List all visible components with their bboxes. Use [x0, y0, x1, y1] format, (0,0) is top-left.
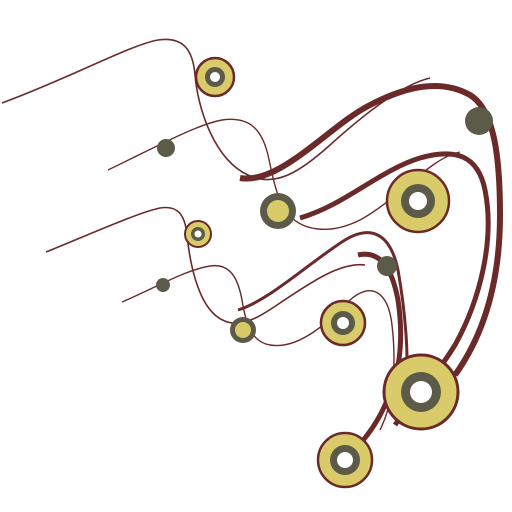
curve-upper-long	[1, 38, 431, 181]
curve-lower-extra	[237, 231, 409, 396]
curve-lower-long	[45, 206, 366, 325]
curve-lower-mid	[121, 264, 395, 431]
ring-small-upper	[194, 56, 236, 98]
dot-lower-left	[156, 278, 170, 292]
ring-small-left-middle	[184, 220, 212, 248]
dot-right-top	[465, 107, 493, 135]
curve-thick-top	[239, 82, 504, 377]
nodes	[156, 56, 493, 489]
dot-upper	[157, 139, 175, 157]
ring-medium-lower	[319, 299, 367, 347]
ring-large-upper-right	[385, 168, 451, 234]
ring-bottom	[316, 431, 374, 489]
ring-center-lower	[230, 317, 256, 343]
lower-curve-group	[45, 206, 409, 431]
ring-large-lower-right	[382, 353, 460, 431]
dot-middle-right	[377, 256, 397, 276]
ring-center-left	[260, 193, 296, 229]
